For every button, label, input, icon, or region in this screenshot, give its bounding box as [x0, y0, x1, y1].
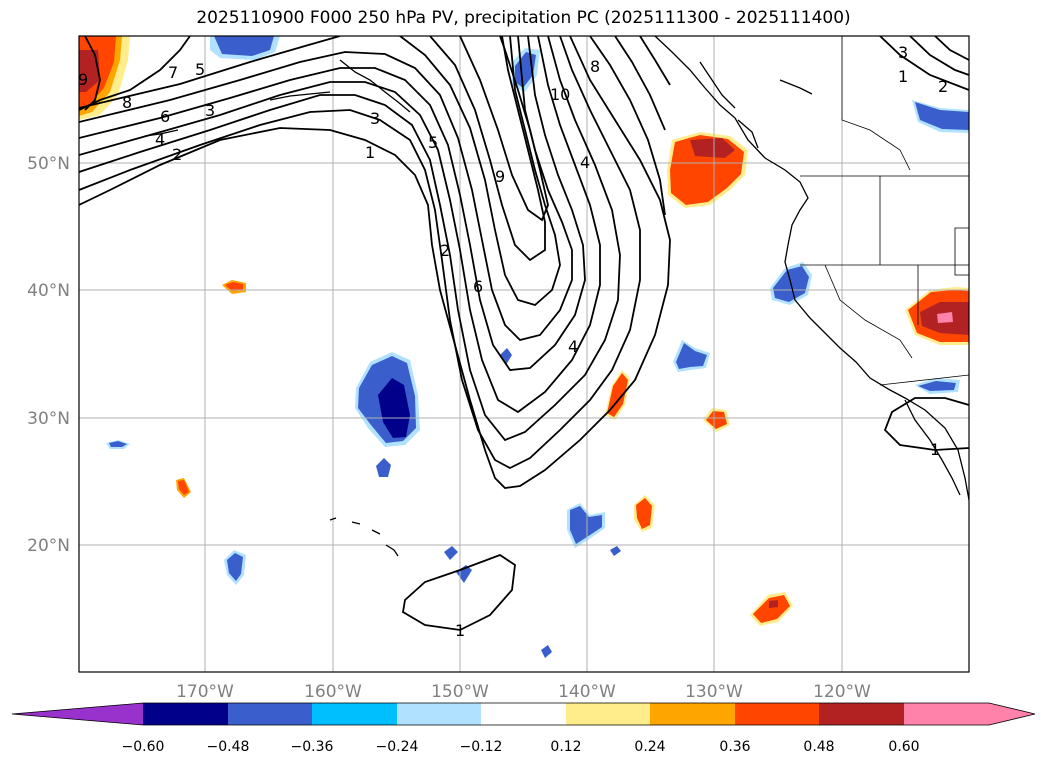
pv-label: 4 [568, 337, 578, 356]
pv-label: 1 [898, 67, 908, 86]
pv-label: 2 [938, 77, 948, 96]
colorbar: −0.60 −0.48 −0.36 −0.24 −0.12 0.12 0.24 … [11, 702, 1036, 755]
lon-label: 140°W [558, 682, 616, 702]
lon-label: 170°W [176, 682, 234, 702]
pv-contours [79, 36, 969, 631]
colorbar-extend-high [989, 703, 1035, 725]
pv-label: 4 [155, 130, 165, 149]
lat-label: 50°N [27, 154, 70, 174]
lon-label: 130°W [685, 682, 743, 702]
lat-label: 30°N [27, 409, 70, 429]
colorbar-tick: −0.36 [291, 739, 334, 755]
colorbar-tick: −0.48 [207, 739, 250, 755]
pv-label: 10 [550, 85, 570, 104]
pv-label: 7 [168, 63, 178, 82]
pv-label: 1 [930, 440, 940, 459]
longitude-labels: 170°W 160°W 150°W 140°W 130°W 120°W [176, 682, 871, 702]
colorbar-tick: 0.60 [888, 739, 919, 755]
pv-label: 2 [440, 241, 450, 260]
colorbar-segment [397, 703, 481, 725]
pv-label: 6 [160, 107, 170, 126]
pv-label: 9 [78, 70, 88, 89]
pv-label: 2 [172, 145, 182, 164]
colorbar-segment [566, 703, 650, 725]
coastlines [144, 36, 969, 557]
chart-title: 2025110900 F000 250 hPa PV, precipitatio… [196, 8, 851, 28]
colorbar-segment [904, 703, 989, 725]
colorbar-tick: −0.12 [460, 739, 503, 755]
latitude-labels: 50°N 40°N 30°N 20°N [27, 154, 70, 556]
colorbar-tick: 0.36 [719, 739, 750, 755]
map-area: 7 5 9 8 6 3 4 2 3 5 1 10 8 4 9 2 6 4 1 1… [78, 36, 969, 672]
colorbar-extend-low [12, 703, 143, 725]
pv-label: 3 [370, 109, 380, 128]
pv-label: 1 [455, 621, 465, 640]
pv-label: 5 [195, 60, 205, 79]
colorbar-outline [11, 702, 1036, 726]
colorbar-segment [228, 703, 312, 725]
pv-label: 3 [205, 101, 215, 120]
colorbar-segment [650, 703, 735, 725]
precipitation-shading [79, 36, 969, 658]
graticule [79, 36, 969, 672]
pv-label: 9 [495, 167, 505, 186]
colorbar-segment [819, 703, 904, 725]
lon-label: 150°W [431, 682, 489, 702]
colorbar-segment [312, 703, 397, 725]
colorbar-tick: 0.48 [803, 739, 834, 755]
pv-contour-labels: 7 5 9 8 6 3 4 2 3 5 1 10 8 4 9 2 6 4 1 1… [78, 43, 948, 640]
pv-label: 8 [590, 57, 600, 76]
lon-label: 120°W [813, 682, 871, 702]
colorbar-segment [735, 703, 819, 725]
colorbar-tick: −0.24 [376, 739, 419, 755]
colorbar-tick: 0.24 [634, 739, 665, 755]
pv-label: 5 [428, 133, 438, 152]
lat-label: 20°N [27, 536, 70, 556]
colorbar-tick: 0.12 [550, 739, 581, 755]
colorbar-tick: −0.60 [122, 739, 165, 755]
lon-label: 160°W [304, 682, 362, 702]
colorbar-segment [481, 703, 566, 725]
pv-label: 3 [898, 43, 908, 62]
pv-label: 4 [580, 153, 590, 172]
map-frame [78, 35, 970, 673]
colorbar-segment [143, 703, 228, 725]
pv-label: 8 [122, 93, 132, 112]
pv-label: 1 [365, 143, 375, 162]
lat-label: 40°N [27, 281, 70, 301]
pv-label: 6 [473, 277, 483, 296]
